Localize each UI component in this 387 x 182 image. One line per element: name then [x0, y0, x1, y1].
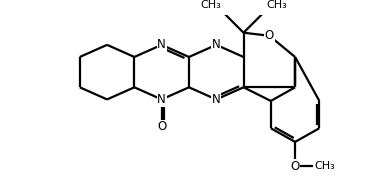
Text: CH₃: CH₃ — [266, 0, 287, 10]
Text: O: O — [265, 29, 274, 42]
Text: N: N — [157, 93, 166, 106]
Text: N: N — [157, 38, 166, 51]
Text: N: N — [212, 38, 221, 51]
Text: CH₃: CH₃ — [315, 161, 336, 171]
Text: O: O — [157, 120, 166, 133]
Text: CH₃: CH₃ — [200, 0, 221, 10]
Text: N: N — [212, 93, 221, 106]
Text: O: O — [291, 160, 300, 173]
